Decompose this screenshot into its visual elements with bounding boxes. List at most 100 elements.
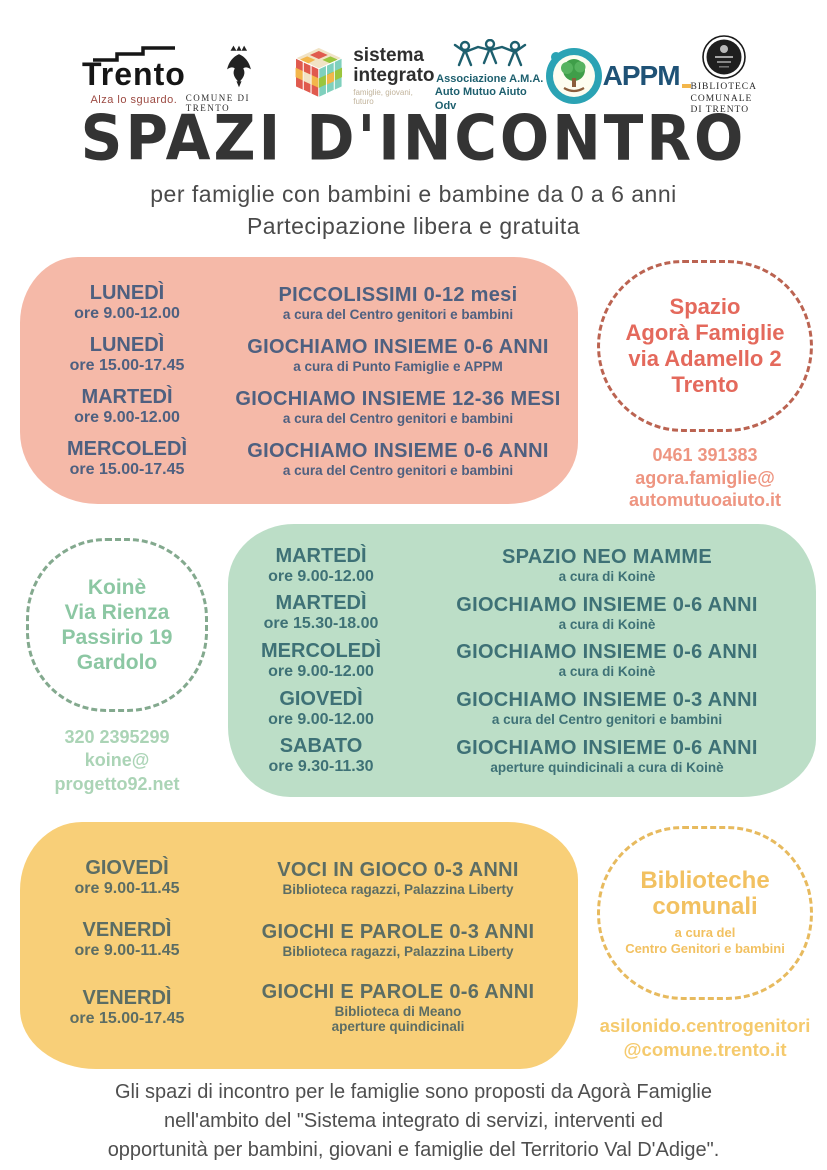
logo-row: Trento Alza lo sguardo. COMUNE DI TRENTO [82, 30, 757, 122]
tree-badge-logo [545, 47, 603, 105]
agora-email-domain: automutuoaiuto.it [629, 490, 781, 510]
day-label: MARTEDÌ [275, 544, 367, 567]
activity-detail: a cura del Centro genitori e bambini [491, 712, 723, 728]
comune-di-trento-logo: COMUNE DI TRENTO [186, 43, 292, 113]
appm-tick-icon [681, 84, 691, 88]
time-label: ore 15.00-17.45 [69, 461, 185, 478]
agora-venue-oval: Spazio Agorà Famiglie via Adamello 2 Tre… [597, 260, 813, 432]
schedule-row: VENERDÌ ore 15.00-17.45 GIOCHI E PAROLE … [28, 981, 570, 1034]
koine-schedule-block: MARTEDÌ ore 9.00-12.00 SPAZIO NEO MAMME … [228, 524, 816, 797]
koine-contact: 320 2395299 koine@ progetto92.net [26, 726, 208, 796]
agora-email: agora.famiglie@ [635, 467, 775, 488]
agora-schedule-block: LUNEDÌ ore 9.00-12.00 PICCOLISSIMI 0-12 … [20, 257, 578, 504]
trento-tagline: Alza lo sguardo. [90, 94, 178, 106]
activity-title: GIOCHIAMO INSIEME 0-3 ANNI [456, 689, 758, 712]
agora-phone: 0461 391383 [652, 445, 758, 465]
day-label: GIOVEDÌ [85, 857, 169, 879]
biblioteca-logo: BIBLIOTECA COMUNALE DI TRENTO [690, 34, 757, 118]
trento-steps-icon [92, 46, 175, 62]
day-label: MERCOLEDÌ [261, 639, 381, 662]
eagle-crest-icon [226, 45, 251, 88]
day-label: LUNEDÌ [89, 334, 165, 356]
koine-venue-aside: Koinè Via Rienza Passirio 19 Gardolo 320… [26, 538, 208, 796]
schedule-row: SABATO ore 9.30-11.30 GIOCHIAMO INSIEME … [236, 735, 808, 776]
sistema-line2: integrato [353, 65, 435, 86]
day-label: GIOVEDÌ [279, 687, 363, 710]
agora-venue-aside: Spazio Agorà Famiglie via Adamello 2 Tre… [597, 260, 813, 512]
library-seal-icon [701, 34, 746, 79]
day-label: SABATO [279, 735, 363, 758]
activity-detail: aperture quindicinali a cura di Koinè [490, 759, 724, 775]
day-label: VENERDÌ [82, 987, 172, 1009]
time-label: ore 15.30-18.00 [263, 615, 379, 633]
koine-email-domain: progetto92.net [54, 773, 180, 794]
schedule-row: MARTEDÌ ore 9.00-12.00 GIOCHIAMO INSIEME… [28, 386, 570, 427]
activity-title: GIOCHIAMO INSIEME 0-6 ANNI [456, 641, 758, 664]
time-label: ore 9.00-12.00 [268, 710, 374, 728]
activity-detail-2: aperture quindicinali [331, 1019, 465, 1034]
biblioteche-email: asilonido.centrogenitori [599, 1015, 811, 1036]
activity-title: GIOCHIAMO INSIEME 0-6 ANNI [247, 335, 549, 358]
day-label: MARTEDÌ [81, 386, 173, 408]
sistema-line1: sistema [353, 45, 424, 67]
activity-title: GIOCHI E PAROLE 0-3 ANNI [261, 920, 535, 943]
people-holding-hands-icon [453, 39, 526, 67]
activity-detail: a cura di Koinè [558, 569, 656, 585]
time-label: ore 9.00-12.00 [74, 409, 180, 426]
biblioteche-email-domain: @comune.trento.it [623, 1039, 787, 1061]
biblioteche-venue-aside: Biblioteche comunali a cura del Centro G… [597, 826, 813, 1062]
schedule-row: LUNEDÌ ore 9.00-12.00 PICCOLISSIMI 0-12 … [28, 282, 570, 323]
activity-detail: a cura del Centro genitori e bambini [282, 410, 514, 426]
activity-title: SPAZIO NEO MAMME [502, 546, 712, 569]
schedule-row: MARTEDÌ ore 15.30-18.00 GIOCHIAMO INSIEM… [236, 592, 808, 633]
activity-detail: a cura di Koinè [558, 664, 656, 680]
trento-wordmark: Trento [82, 56, 186, 92]
time-label: ore 9.30-11.30 [268, 758, 374, 776]
comune-label: COMUNE DI TRENTO [185, 93, 251, 113]
koine-phone: 320 2395299 [64, 727, 170, 747]
agora-contact: 0461 391383 agora.famiglie@ automutuoaiu… [597, 444, 813, 512]
activity-detail: Biblioteca ragazzi, Palazzina Liberty [282, 943, 514, 959]
day-label: LUNEDÌ [89, 282, 165, 304]
schedule-row: MARTEDÌ ore 9.00-12.00 SPAZIO NEO MAMME … [236, 545, 808, 586]
sistema-tagline: famiglie, giovani, futuro [353, 87, 413, 106]
activity-title: GIOCHIAMO INSIEME 0-6 ANNI [247, 439, 549, 462]
time-label: ore 9.00-11.45 [74, 880, 180, 897]
time-label: ore 9.00-12.00 [268, 567, 374, 585]
activity-title: PICCOLISSIMI 0-12 mesi [278, 283, 518, 306]
koine-email: koine@ [84, 750, 150, 771]
activity-detail: Biblioteca di Meano [334, 1004, 462, 1019]
schedule-row: MERCOLEDÌ ore 9.00-12.00 GIOCHIAMO INSIE… [236, 640, 808, 681]
activity-detail: a cura del Centro genitori e bambini [282, 306, 514, 322]
subtitle-line1: per famiglie con bambini e bambine da 0 … [150, 181, 677, 207]
appm-wordmark: APPM [602, 60, 681, 91]
schedule-row: VENERDÌ ore 9.00-11.45 GIOCHI E PAROLE 0… [28, 919, 570, 960]
page-title: SPAZI D'INCONTRO [80, 101, 747, 175]
ama-line2: Auto Mutuo Aiuto Odv [434, 86, 527, 112]
day-label: VENERDÌ [82, 919, 172, 941]
schedule-row: LUNEDÌ ore 15.00-17.45 GIOCHIAMO INSIEME… [28, 334, 570, 375]
subtitle-line2: Partecipazione libera e gratuita [246, 213, 581, 239]
biblioteca-label: BIBLIOTECA COMUNALE DI TRENTO [690, 81, 757, 116]
time-label: ore 9.00-11.45 [74, 942, 180, 959]
activity-title: GIOCHIAMO INSIEME 0-6 ANNI [456, 736, 758, 759]
tree-badge-icon [545, 48, 602, 104]
appm-logo: APPM [603, 60, 691, 92]
time-label: ore 15.00-17.45 [69, 357, 185, 374]
ama-logo: Associazione A.M.A. Auto Mutuo Aiuto Odv [435, 39, 545, 113]
activity-title: GIOCHI E PAROLE 0-6 ANNI [261, 981, 535, 1003]
activity-title: GIOCHIAMO INSIEME 0-6 ANNI [456, 593, 758, 616]
footer-note: Gli spazi di incontro per le famiglie so… [107, 1081, 720, 1161]
cube-icon [294, 46, 343, 99]
sistema-integrato-logo: sistema integrato famiglie, giovani, fut… [292, 45, 435, 107]
day-label: MERCOLEDÌ [67, 438, 187, 460]
schedule-row: GIOVEDÌ ore 9.00-12.00 GIOCHIAMO INSIEME… [236, 688, 808, 729]
day-label: MARTEDÌ [275, 592, 367, 615]
activity-detail: a cura del Centro genitori e bambini [282, 462, 514, 478]
activity-title: GIOCHIAMO INSIEME 12-36 MESI [235, 387, 561, 410]
biblioteche-contact: asilonido.centrogenitori @comune.trento.… [597, 1014, 813, 1062]
activity-title: VOCI IN GIOCO 0-3 ANNI [277, 858, 519, 881]
activity-detail: Biblioteca ragazzi, Palazzina Liberty [282, 881, 514, 897]
biblioteche-venue-oval: Biblioteche comunali a cura del Centro G… [597, 826, 813, 1000]
